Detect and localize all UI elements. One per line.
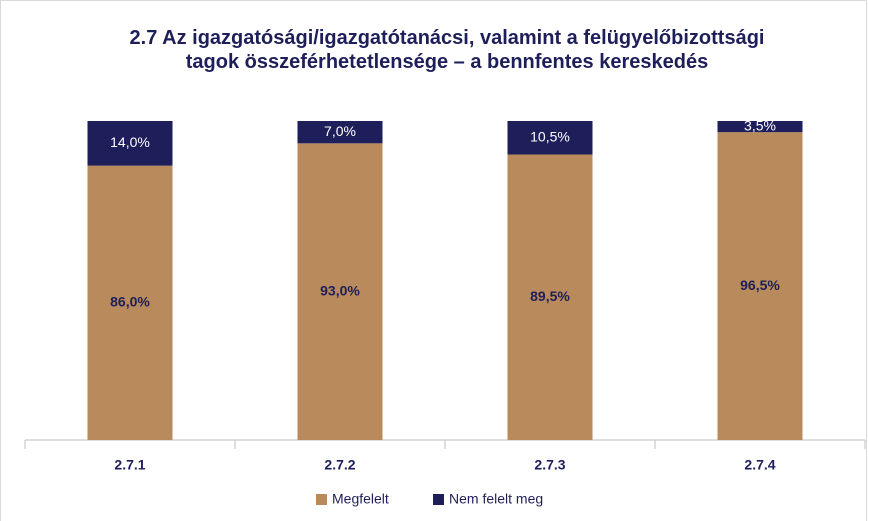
data-label: 93,0% bbox=[320, 282, 360, 298]
data-label: 96,5% bbox=[740, 277, 780, 293]
bar-segment bbox=[717, 132, 803, 441]
x-tick-label: 2.7.2 bbox=[324, 457, 355, 473]
data-label: 7,0% bbox=[324, 123, 356, 139]
bar-segment bbox=[87, 121, 173, 166]
x-tick-label: 2.7.4 bbox=[744, 457, 775, 473]
bar-segment bbox=[297, 143, 383, 440]
x-tick-label: 2.7.1 bbox=[114, 457, 145, 473]
legend-label: Megfelelt bbox=[332, 491, 389, 507]
data-label: 86,0% bbox=[110, 294, 150, 310]
legend-swatch bbox=[433, 494, 444, 505]
bar-segment bbox=[297, 121, 383, 144]
legend-label: Nem felelt meg bbox=[449, 491, 543, 507]
chart-title: 2.7 Az igazgatósági/igazgatótanácsi, val… bbox=[129, 27, 765, 73]
data-label: 89,5% bbox=[530, 288, 570, 304]
bar-segment bbox=[87, 165, 173, 440]
data-label: 10,5% bbox=[530, 128, 570, 144]
data-label: 3,5% bbox=[744, 118, 776, 134]
data-label: 14,0% bbox=[110, 134, 150, 150]
bar-segment bbox=[507, 121, 593, 155]
bar-segment bbox=[507, 154, 593, 440]
x-tick-label: 2.7.3 bbox=[534, 457, 565, 473]
legend-swatch bbox=[316, 494, 327, 505]
bar-segment bbox=[717, 121, 803, 133]
